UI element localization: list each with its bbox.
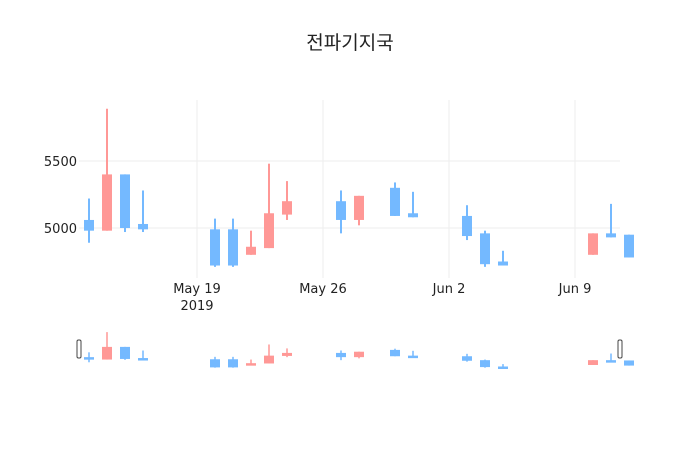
slider-candle xyxy=(624,360,634,366)
candle xyxy=(336,190,346,234)
chart-title: 전파기지국 xyxy=(306,32,394,54)
slider-candle xyxy=(606,353,616,363)
gridlines xyxy=(79,100,620,278)
slider-candle xyxy=(264,344,274,364)
slider-candle xyxy=(210,356,220,368)
slider-candle xyxy=(84,352,94,363)
candle xyxy=(390,182,400,216)
candle xyxy=(246,230,256,255)
slider-candle xyxy=(246,359,256,366)
candle xyxy=(408,191,418,218)
slider-candle xyxy=(480,359,490,368)
x-tick-label: May 19 xyxy=(173,282,221,297)
candle xyxy=(588,233,598,255)
candle xyxy=(462,205,472,241)
slider-candle xyxy=(228,356,238,368)
candle xyxy=(498,250,508,266)
candle xyxy=(480,230,490,267)
candle xyxy=(606,203,616,238)
candle xyxy=(84,198,94,243)
candle xyxy=(228,218,238,267)
candle xyxy=(120,174,130,233)
slider-candle xyxy=(462,353,472,362)
slider-candle xyxy=(354,351,364,359)
range-slider[interactable] xyxy=(76,332,634,369)
slider-candle xyxy=(390,348,400,357)
candle xyxy=(264,163,274,249)
candle xyxy=(282,181,292,220)
candle xyxy=(210,218,220,267)
candles xyxy=(84,108,634,267)
y-tick-label: 5000 xyxy=(44,222,77,237)
x-axis-ticks: May 19 2019 May 26 Jun 2 Jun 9 xyxy=(173,282,591,314)
slider-candle xyxy=(282,348,292,358)
candle xyxy=(138,190,148,233)
slider-candle xyxy=(408,350,418,359)
candle xyxy=(624,234,634,258)
x-tick-label: 2019 xyxy=(180,299,213,314)
range-slider-left-handle[interactable] xyxy=(76,339,82,359)
slider-candle xyxy=(498,364,508,369)
slider-candle xyxy=(138,350,148,361)
candle xyxy=(102,108,112,231)
y-axis-ticks: 5000 5500 xyxy=(44,155,77,237)
slider-candle xyxy=(120,346,130,360)
y-tick-label: 5500 xyxy=(44,155,77,170)
slider-candle xyxy=(336,350,346,361)
slider-candle xyxy=(588,360,598,365)
x-tick-label: May 26 xyxy=(299,282,347,297)
x-tick-label: Jun 2 xyxy=(432,282,466,297)
range-slider-right-handle[interactable] xyxy=(617,339,623,359)
slider-candle xyxy=(102,332,112,360)
x-tick-label: Jun 9 xyxy=(558,282,592,297)
candle xyxy=(354,195,364,226)
